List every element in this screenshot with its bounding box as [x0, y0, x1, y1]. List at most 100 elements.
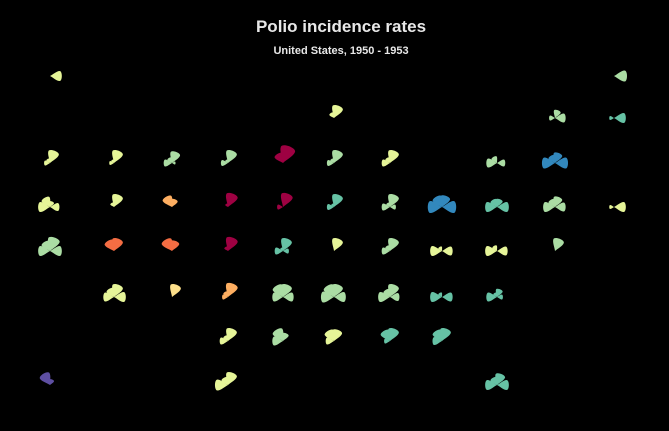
petal — [386, 202, 391, 207]
petal — [385, 157, 391, 163]
petal — [497, 379, 509, 391]
petal — [50, 70, 62, 82]
petal — [438, 246, 443, 251]
petal — [553, 109, 561, 118]
petal — [277, 204, 283, 210]
glyph — [38, 196, 60, 213]
petal — [486, 158, 497, 168]
petal — [495, 373, 506, 385]
petal — [225, 282, 238, 297]
petal — [438, 292, 443, 297]
petal — [440, 195, 451, 207]
petal — [385, 245, 391, 251]
glyph — [222, 282, 238, 300]
petal — [50, 245, 62, 257]
glyph — [430, 245, 453, 257]
petal — [223, 335, 229, 341]
petal — [432, 195, 443, 207]
chart-title: Polio incidence rates — [256, 17, 426, 36]
glyph — [553, 238, 564, 251]
glyph — [378, 284, 400, 303]
petal — [226, 372, 237, 385]
petal — [491, 156, 498, 163]
petal — [320, 291, 334, 303]
petal — [280, 145, 296, 163]
petal — [495, 288, 503, 297]
petal — [39, 372, 51, 385]
glyph — [224, 236, 238, 251]
petal — [170, 151, 181, 163]
petal — [112, 150, 123, 163]
petal — [329, 112, 335, 118]
glyph — [432, 328, 451, 346]
petal — [497, 201, 509, 213]
petal — [103, 292, 114, 302]
glyph — [39, 372, 55, 385]
glyph — [274, 238, 292, 255]
glyph — [381, 150, 399, 167]
petal — [384, 338, 390, 344]
glyph — [609, 201, 626, 213]
petal — [167, 157, 173, 163]
petal — [490, 376, 498, 385]
petal — [41, 240, 51, 251]
glyph — [324, 329, 343, 345]
petal — [383, 288, 391, 297]
petal — [280, 247, 284, 251]
petal — [48, 150, 59, 163]
petal — [38, 245, 50, 257]
petal — [170, 240, 180, 251]
glyph — [485, 245, 508, 257]
glyph — [214, 372, 237, 391]
petal — [332, 105, 343, 118]
petal — [325, 337, 334, 345]
glyph — [320, 284, 346, 303]
petal — [44, 160, 50, 166]
petal — [332, 150, 343, 163]
glyph — [609, 112, 626, 124]
petal — [430, 245, 442, 257]
petal — [272, 284, 284, 297]
glyph — [219, 328, 237, 345]
petal — [609, 115, 614, 121]
petal — [440, 328, 451, 341]
petal — [388, 284, 399, 297]
petal — [332, 194, 343, 207]
petal — [485, 201, 497, 213]
petal — [555, 202, 566, 212]
petal — [485, 245, 497, 257]
petal — [172, 161, 176, 165]
petal — [274, 152, 284, 163]
glyph — [427, 195, 457, 214]
petal — [548, 154, 556, 163]
petal — [326, 159, 334, 167]
glyph — [163, 151, 181, 167]
petal — [223, 291, 229, 297]
glyph — [485, 373, 509, 391]
petal — [224, 246, 229, 251]
petal — [332, 329, 343, 341]
glyph — [486, 288, 503, 302]
petal — [442, 292, 453, 302]
petal — [442, 246, 453, 256]
petal — [609, 204, 614, 210]
glyph — [381, 194, 399, 211]
petal — [162, 195, 173, 207]
petal — [272, 328, 284, 341]
petal — [553, 238, 564, 251]
petal — [486, 292, 497, 302]
petal — [388, 238, 399, 251]
petal — [114, 291, 126, 303]
glyph — [103, 284, 126, 303]
petal — [381, 247, 390, 255]
glyph — [549, 109, 566, 123]
petal — [219, 337, 228, 345]
glyph — [329, 105, 343, 118]
glyph — [381, 238, 399, 255]
petal — [324, 329, 335, 341]
petal — [50, 202, 60, 212]
petal — [46, 158, 51, 163]
petal — [548, 198, 556, 207]
petal — [283, 292, 294, 302]
